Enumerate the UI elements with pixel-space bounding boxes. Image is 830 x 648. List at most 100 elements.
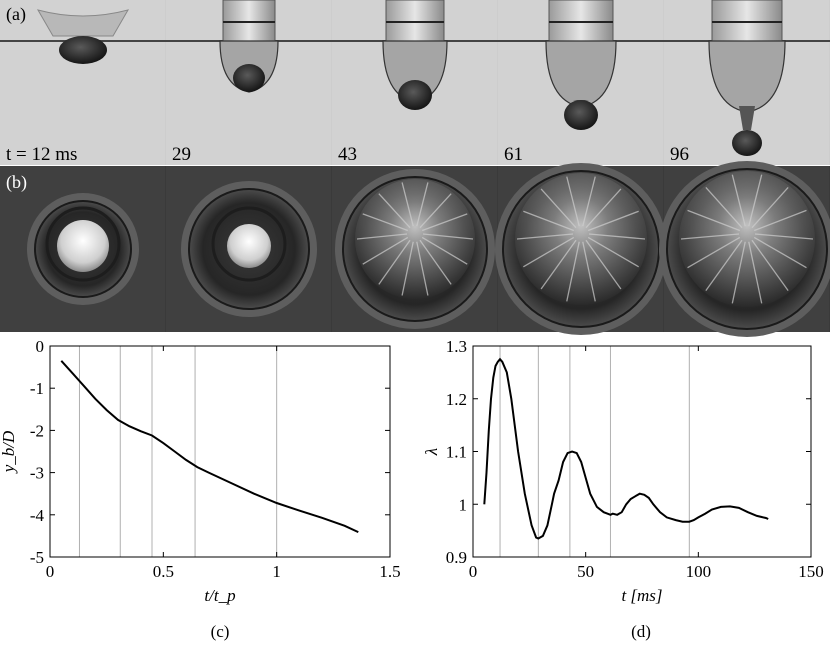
ligament [753,209,807,232]
ligament [516,233,574,240]
ligament [748,241,763,304]
time-label: 43 [338,144,357,165]
y-tick-label: 1.1 [446,443,467,462]
inner-ring [45,206,121,282]
top-frame [0,166,165,332]
ligament [362,236,409,265]
burst [515,173,647,305]
time-label: 61 [504,144,523,165]
ligament [585,239,622,290]
y-axis-label: y_b/D [0,430,18,474]
ligament [582,241,596,302]
ligament [421,236,468,265]
drop [59,36,107,64]
y-tick-label: -5 [30,548,44,567]
ligament [419,193,452,229]
ligament [748,174,763,227]
ligament [753,236,807,269]
top-frame [166,166,331,332]
ligament [705,186,743,229]
ligament [582,176,596,227]
time-label: 96 [670,144,689,165]
y-tick-label: -4 [30,506,45,525]
tube [548,0,614,42]
ligament [588,233,646,240]
ligament [687,236,741,269]
ligament [422,233,474,240]
ligament [416,182,429,227]
ligament [540,188,577,229]
x-axis-label: t/t_p [204,586,235,605]
panel-a: t = 12 ms 29 43 61 96 (a) [0,0,830,165]
drop [398,80,432,110]
plot-frame [49,345,391,558]
top-frame [332,166,497,332]
x-tick-label: 1.5 [379,562,400,581]
ligament [362,213,409,232]
ligament [419,239,452,285]
drop [233,64,265,92]
ligament [754,233,814,240]
chart-c: 0 0.5 1 1.5 0 -1 -2 -3 -4 -5 t/t_p y_b/D [0,337,401,605]
top-frame [659,161,830,337]
y-tick-label: 0.9 [446,548,467,567]
panel-a-frames: t = 12 ms 29 43 61 96 [0,0,830,165]
time-label: t = 12 ms [6,144,77,165]
top-frame [495,163,667,335]
neck [739,106,755,130]
splash-crown [36,9,130,37]
y-tick-label: -2 [30,421,44,440]
chart-d: 0 50 100 150 0.9 1 1.1 1.2 1.3 t [ms] λ [422,337,824,605]
x-tick-label: 0.5 [153,562,174,581]
bubble [227,224,271,268]
ligament [587,236,639,268]
x-tick-label: 1 [272,562,281,581]
y-tick-label: 1.2 [446,390,467,409]
ligament [416,241,429,296]
ligament [680,233,740,240]
ligament [566,176,580,227]
ligament [731,174,746,227]
plot-frame [472,345,812,558]
burst [355,179,475,299]
panel-b-frames [0,161,830,337]
ligament [540,239,577,290]
y-tick-label: 1.3 [446,337,467,356]
panel-d-caption: (d) [631,622,651,641]
ligament [401,241,414,296]
ligament [566,241,580,302]
side-frame: t = 12 ms [0,0,166,165]
panel-b-label: (b) [6,172,27,193]
ligament [356,233,408,240]
tube [385,0,445,42]
burst [679,171,815,307]
panel-b: (b) [0,161,830,337]
x-tick-label: 100 [686,562,712,581]
side-frame: 29 [166,0,332,165]
x-axis-label: t [ms] [621,586,662,605]
ligament [687,209,741,232]
series-line [60,360,359,534]
panel-c-caption: (c) [211,622,230,641]
time-label: 29 [172,144,191,165]
ligament [731,241,746,304]
ligament [751,239,789,291]
ligament [523,210,575,232]
x-tick-label: 50 [577,562,594,581]
y-tick-label: 1 [459,495,468,514]
bubble [57,220,109,272]
y-tick-label: -3 [30,464,44,483]
ligament [378,239,411,285]
panel-a-label: (a) [6,4,26,25]
ligament [585,188,622,229]
ligament [421,213,468,232]
tube [711,0,783,42]
x-tick-label: 150 [798,562,824,581]
ligament [523,236,575,268]
side-frame: 61 [498,0,664,165]
ligament [378,193,411,229]
side-frame: 96 [664,0,830,165]
tube [222,0,276,42]
drop [564,100,598,130]
